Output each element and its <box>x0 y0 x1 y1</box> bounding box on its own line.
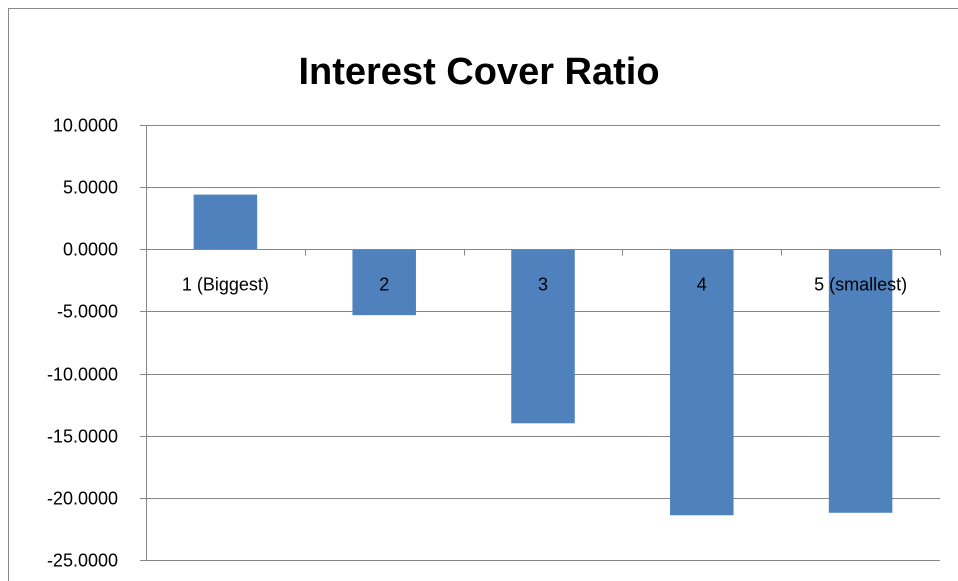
bar <box>511 249 575 424</box>
y-tick-label: 5.0000 <box>63 178 118 198</box>
category-label: 4 <box>697 274 707 294</box>
y-tick-label: -5.0000 <box>57 302 118 322</box>
bar <box>193 194 258 250</box>
y-tick-label: -10.0000 <box>47 365 118 385</box>
y-tick-label: -25.0000 <box>47 551 118 571</box>
y-tick-label: 0.0000 <box>63 240 118 260</box>
bar <box>670 249 734 516</box>
category-labels: 1 (Biggest) 2 3 4 5 (smallest) <box>182 274 907 294</box>
category-label: 3 <box>538 274 548 294</box>
y-tick-labels: 10.0000 5.0000 0.0000 -5.0000 -10.0000 -15.00… <box>47 116 118 571</box>
bar <box>352 249 416 316</box>
category-label: 5 (smallest) <box>814 274 907 294</box>
category-label: 2 <box>379 274 389 294</box>
y-tick-label: -15.0000 <box>47 427 118 447</box>
bars <box>193 194 893 516</box>
category-label: 1 (Biggest) <box>182 274 269 294</box>
axes <box>140 125 941 560</box>
chart-border <box>8 8 958 581</box>
bar <box>828 249 893 513</box>
y-tick-label: 10.0000 <box>53 116 118 136</box>
y-tick-label: -20.0000 <box>47 489 118 509</box>
chart-title: Interest Cover Ratio <box>298 51 659 93</box>
